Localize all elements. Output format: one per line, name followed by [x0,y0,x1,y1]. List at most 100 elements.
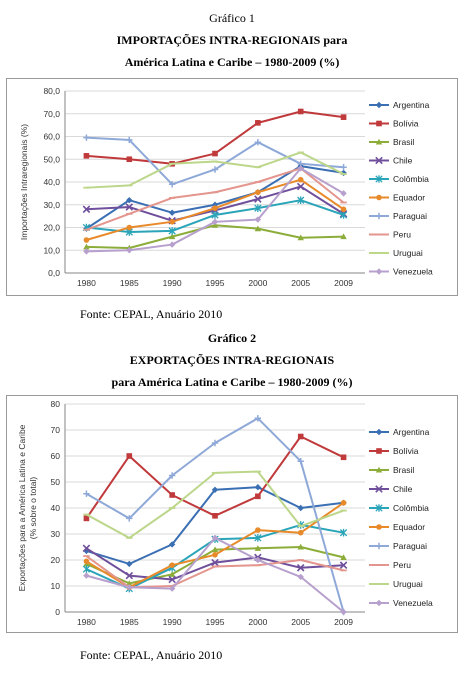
y-tick-label: 60 [51,451,61,461]
point-colombia [211,211,219,219]
point-bolivia [83,515,90,522]
legend-marker-argentina [375,101,383,109]
point-equador [83,558,90,565]
point-bolivia [340,454,347,461]
point-venezuela [254,556,262,564]
point-bolivia [297,108,304,115]
y-tick-label: 60,0 [43,132,60,142]
y-axis-label-2: (% sobre o total) [28,477,38,540]
point-chile [125,203,134,211]
point-argentina [211,201,219,208]
legend-label-chile: Chile [393,156,413,166]
y-tick-label: 50 [51,477,61,487]
point-brasil [126,580,133,586]
point-brasil [254,545,262,551]
legend-label-peru: Peru [393,560,411,570]
legend-label-bolivia: Bolívia [393,119,419,129]
point-argentina [211,486,219,493]
point-brasil [340,233,347,240]
point-paraguai [168,181,176,188]
y-tick-label: 20,0 [43,223,60,233]
legend-marker-chile [375,485,383,493]
legend-label-bolivia: Bolívia [393,446,419,456]
point-chile [211,558,219,567]
point-colombia [168,227,176,235]
x-tick-label: 1980 [77,278,96,288]
point-equador [83,237,90,243]
point-equador [340,206,347,213]
legend-marker-bolivia [376,448,382,454]
legend-marker-argentina [375,428,383,436]
point-argentina [254,484,262,491]
point-brasil [168,233,176,240]
point-chile [254,195,262,203]
point-paraguai [297,458,304,465]
point-venezuela [83,248,90,255]
y-tick-label: 10,0 [43,245,60,255]
legend-label-uruguai: Uruguai [393,579,423,589]
point-argentina [126,560,133,568]
legend-label-peru: Peru [393,230,411,240]
legend-label-chile: Chile [393,484,413,494]
point-venezuela [168,241,176,248]
legend-label-equador: Equador [393,522,425,532]
legend-marker-paraguai [375,212,383,220]
export-chart-frame: 0 10 20 30 40 50 60 70 80 1980 1985 1990 1995 2000 200… [6,395,458,633]
legend-label-argentina: Argentina [393,100,430,110]
point-chile [296,182,305,191]
point-bolivia [169,492,175,498]
point-venezuela [211,218,219,226]
export-chart: 0 10 20 30 40 50 60 70 80 1980 1985 1990 1995 2000 200… [17,399,433,627]
point-brasil [168,571,176,577]
y-tick-label: 30 [51,529,61,539]
import-chart-frame: 0,0 10,0 20,0 30,0 40,0 50,0 60,0 70,0 80,0 1980 1… [6,78,458,296]
y-tick-label: 40,0 [43,177,60,187]
point-paraguai [168,472,176,479]
legend-label-venezuela: Venezuela [393,598,433,608]
figure1-title-line2: América Latina e Caribe – 1980-2009 (%) [124,55,340,69]
point-bolivia [297,433,304,440]
legend-marker-paraguai [375,542,383,550]
y-tick-label: 40 [51,503,61,513]
x-tick-label: 2005 [291,278,310,288]
point-equador [255,527,261,533]
legend-marker-chile [375,156,383,165]
point-chile [82,205,91,214]
x-tick-label: 2000 [248,617,267,627]
x-tick-label: 1980 [77,617,96,627]
point-bolivia [212,513,218,519]
point-argentina [168,209,176,216]
point-venezuela [83,572,90,579]
figure2-title-line1: EXPORTAÇÕES INTRA-REGIONAIS [129,353,335,367]
point-colombia [254,534,262,542]
y-tick-label: 10 [51,581,61,591]
y-axis-label: Importações Intraregionais (%) [19,124,29,240]
point-bolivia [340,114,347,120]
figure2-title-line2: para América Latina e Caribe – 1980-2009… [111,375,353,389]
point-bolivia [126,156,133,163]
point-brasil [340,554,347,560]
legend-marker-venezuela [375,599,383,607]
legend-label-colombia: Colômbia [393,503,429,513]
point-chile [296,564,305,572]
figure1-caption: Gráfico 1 [209,11,255,25]
y-axis-label: Exportações para a América Latina e Cari… [17,424,27,591]
y-tick-label: 0 [55,607,60,617]
legend-label-brasil: Brasil [393,137,414,147]
point-chile [339,561,348,569]
legend-label-colombia: Colômbia [393,174,429,184]
legend-marker-equador [376,194,382,201]
point-brasil [83,243,90,250]
point-colombia [254,204,262,212]
point-colombia [339,528,348,537]
x-tick-label: 1990 [163,617,182,627]
point-brasil [297,543,304,550]
point-paraguai [126,515,133,522]
legend-marker-brasil [375,466,383,473]
legend-marker-venezuela [375,268,383,275]
point-equador [126,224,133,231]
x-tick-label: 1995 [206,617,225,627]
point-paraguai [211,166,219,173]
point-colombia [82,565,91,573]
point-colombia [297,196,305,204]
